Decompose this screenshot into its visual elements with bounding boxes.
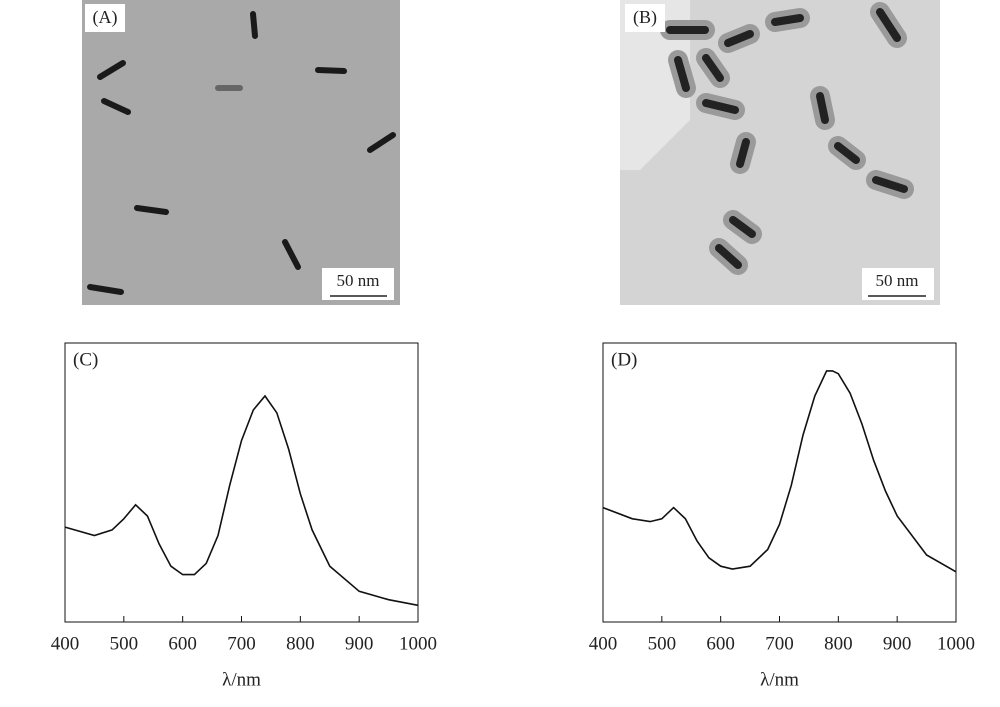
panel-label: (B)	[633, 7, 657, 28]
panel-label: (A)	[93, 7, 118, 28]
x-tick-label: 600	[706, 633, 735, 654]
x-tick-label: 900	[883, 633, 912, 654]
x-tick-label: 800	[824, 633, 853, 654]
x-axis-label: λ/nm	[760, 669, 799, 690]
x-tick-label: 700	[227, 633, 256, 654]
plot-frame	[64, 342, 419, 623]
scale-bar-label: 50 nm	[876, 271, 919, 290]
tem-image-a: (A) 50 nm	[82, 0, 400, 305]
scale-bar-label: 50 nm	[337, 271, 380, 290]
x-tick-label: 400	[589, 633, 618, 654]
x-tick-label: 500	[110, 633, 139, 654]
spectrum-line	[64, 394, 419, 607]
x-tick-label: 700	[765, 633, 794, 654]
plot-frame	[602, 342, 957, 623]
tem-image-b: (B) 50 nm	[620, 0, 940, 305]
x-axis-label: λ/nm	[222, 669, 261, 690]
x-tick-label: 800	[286, 633, 315, 654]
panel-label: (D)	[611, 349, 637, 370]
x-tick-label: 600	[168, 633, 197, 654]
panel-label: (C)	[73, 349, 98, 370]
x-tick-label: 500	[648, 633, 677, 654]
x-tick-label: 1000	[937, 633, 975, 654]
x-tick-label: 400	[51, 633, 80, 654]
x-tick-label: 1000	[399, 633, 437, 654]
spectrum-line	[602, 370, 957, 573]
x-tick-label: 900	[345, 633, 374, 654]
